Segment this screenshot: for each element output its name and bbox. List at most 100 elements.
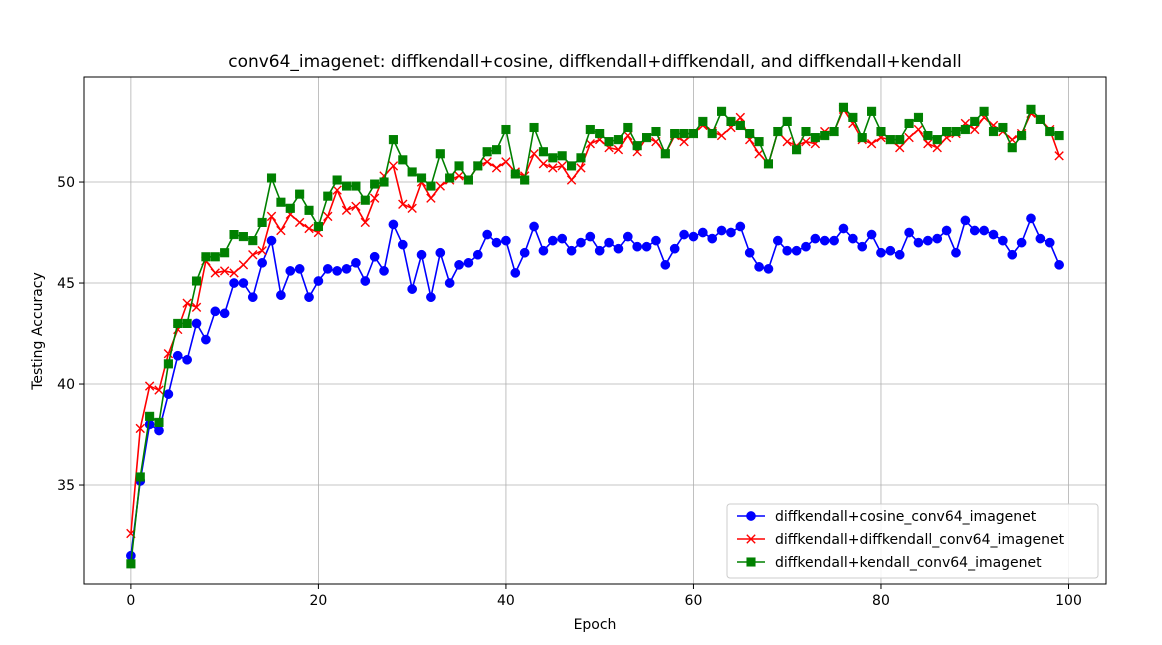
data-point (632, 241, 643, 252)
data-point (810, 133, 820, 143)
plot-frame (83, 76, 1107, 585)
data-point (463, 257, 474, 268)
data-point (642, 133, 652, 143)
data-point (210, 252, 220, 262)
data-point (426, 292, 436, 303)
data-point (322, 264, 333, 274)
data-point (866, 229, 877, 240)
data-point (876, 126, 886, 137)
data-point (792, 145, 802, 155)
data-point (576, 237, 586, 248)
data-point (576, 163, 586, 173)
legend: diffkendall+cosine_conv64_imagenetdiffke… (726, 503, 1099, 579)
data-point (191, 318, 202, 329)
data-point (229, 230, 239, 240)
data-point (482, 229, 493, 240)
data-point (763, 264, 774, 274)
data-point (135, 423, 145, 434)
data-point (360, 217, 370, 228)
data-point (876, 247, 886, 258)
data-point (1054, 131, 1064, 141)
data-point (520, 175, 530, 185)
data-point (791, 245, 802, 256)
data-point (782, 245, 793, 256)
data-point (388, 161, 399, 171)
data-point (1035, 233, 1046, 244)
data-point (248, 236, 258, 246)
data-point (351, 181, 361, 191)
data-point (988, 126, 999, 137)
data-point (266, 235, 277, 246)
data-point (904, 132, 914, 143)
legend-entry: diffkendall+cosine_conv64_imagenet (737, 509, 1037, 525)
data-point (566, 245, 577, 256)
data-point (360, 276, 371, 286)
data-point (266, 211, 277, 222)
data-point (538, 159, 549, 169)
data-point (1054, 260, 1064, 270)
data-point (248, 250, 258, 260)
legend-box (726, 503, 1099, 579)
data-point (313, 276, 324, 286)
data-point (604, 137, 614, 147)
data-point (398, 199, 408, 209)
legend-label: diffkendall+kendall_conv64_imagenet (775, 555, 1042, 571)
x-tick-label: 40 (497, 593, 515, 609)
series-line (130, 108, 1060, 534)
data-point (960, 124, 970, 135)
legend-label: diffkendall+diffkendall_conv64_imagenet (775, 532, 1065, 548)
data-point (426, 181, 436, 191)
data-point (547, 235, 558, 246)
data-point (548, 163, 558, 173)
data-point (341, 264, 352, 274)
data-point (679, 129, 689, 139)
data-point (754, 137, 764, 147)
data-point (697, 227, 708, 238)
series-3 (126, 102, 1064, 569)
legend-entry: diffkendall+kendall_conv64_imagenet (737, 555, 1042, 571)
data-point (501, 235, 511, 246)
data-point (688, 231, 699, 242)
data-point (707, 129, 717, 139)
data-point (454, 171, 464, 181)
data-point (304, 292, 314, 303)
data-point (182, 354, 192, 365)
data-point (416, 173, 427, 183)
data-point (717, 106, 727, 116)
data-point (238, 260, 249, 270)
data-point (370, 179, 380, 189)
data-point (492, 145, 502, 155)
data-point (257, 257, 267, 268)
data-point (201, 252, 211, 262)
data-point (622, 231, 633, 242)
data-point (867, 106, 877, 116)
data-point (407, 284, 418, 294)
data-point (154, 417, 164, 427)
data-point (332, 266, 343, 276)
data-point (397, 239, 408, 250)
data-point (482, 147, 492, 157)
data-point (519, 247, 530, 258)
data-point (538, 147, 548, 157)
data-point (510, 169, 520, 179)
legend-entry: diffkendall+diffkendall_conv64_imagenet (737, 532, 1065, 548)
data-point (529, 221, 539, 232)
data-point (210, 306, 221, 317)
data-point (163, 389, 174, 399)
data-point (613, 243, 624, 254)
data-point (135, 472, 145, 482)
data-point (191, 276, 202, 286)
data-point (951, 247, 961, 258)
data-point (632, 141, 642, 151)
data-point (304, 223, 314, 234)
data-point (388, 219, 399, 230)
data-point (257, 246, 267, 256)
data-point (247, 292, 258, 303)
data-point (585, 138, 596, 149)
data-point (294, 217, 305, 228)
data-point (529, 122, 539, 133)
data-point (895, 135, 905, 145)
legend-label: diffkendall+cosine_conv64_imagenet (775, 509, 1037, 525)
data-point (857, 133, 867, 143)
data-point (885, 135, 895, 145)
